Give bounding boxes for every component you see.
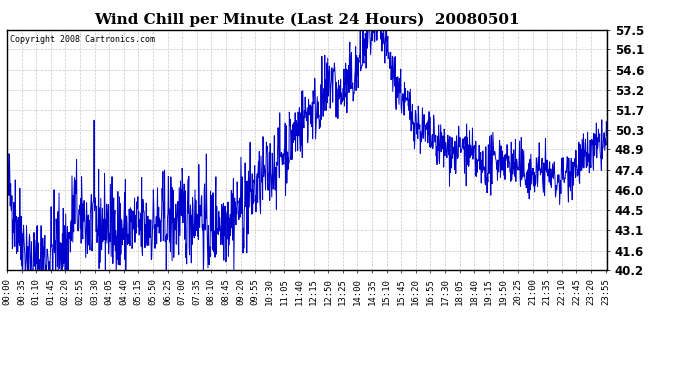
Text: Copyright 2008 Cartronics.com: Copyright 2008 Cartronics.com <box>10 35 155 44</box>
Title: Wind Chill per Minute (Last 24 Hours)  20080501: Wind Chill per Minute (Last 24 Hours) 20… <box>95 13 520 27</box>
